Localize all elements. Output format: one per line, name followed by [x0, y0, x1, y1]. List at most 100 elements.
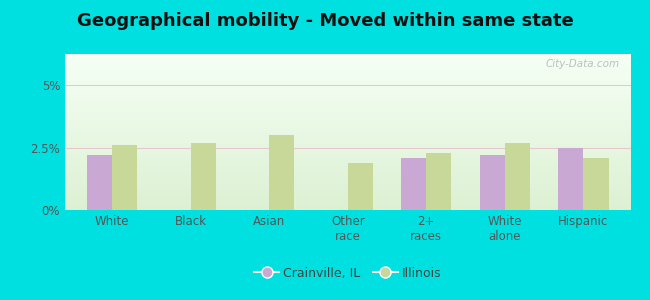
- Bar: [65, 81, 630, 82]
- Bar: [65, 197, 630, 198]
- Bar: [65, 145, 630, 146]
- Bar: [65, 111, 630, 112]
- Bar: [65, 84, 630, 85]
- Bar: [65, 208, 630, 209]
- Bar: [65, 114, 630, 115]
- Bar: [584, 158, 608, 210]
- Bar: [190, 142, 216, 210]
- Bar: [65, 175, 630, 176]
- Text: Geographical mobility - Moved within same state: Geographical mobility - Moved within sam…: [77, 12, 573, 30]
- Bar: [65, 158, 630, 159]
- Bar: [65, 108, 630, 109]
- Bar: [65, 99, 630, 100]
- Bar: [65, 61, 630, 62]
- Bar: [65, 110, 630, 111]
- Bar: [65, 167, 630, 168]
- Bar: [65, 140, 630, 141]
- Bar: [65, 103, 630, 104]
- Bar: [65, 71, 630, 72]
- Bar: [65, 54, 630, 55]
- Bar: [65, 93, 630, 94]
- Bar: [65, 80, 630, 81]
- Bar: [65, 58, 630, 59]
- Bar: [65, 88, 630, 89]
- Bar: [65, 96, 630, 97]
- Bar: [65, 91, 630, 92]
- Bar: [65, 172, 630, 173]
- Bar: [65, 152, 630, 153]
- Bar: [65, 150, 630, 151]
- Bar: [65, 73, 630, 74]
- Bar: [65, 160, 630, 161]
- Bar: [65, 134, 630, 135]
- Bar: [65, 181, 630, 182]
- Bar: [65, 79, 630, 80]
- Bar: [65, 179, 630, 180]
- Bar: [65, 122, 630, 123]
- Bar: [65, 143, 630, 144]
- Bar: [65, 153, 630, 154]
- Bar: [65, 195, 630, 196]
- Bar: [65, 83, 630, 84]
- Bar: [65, 174, 630, 175]
- Bar: [65, 77, 630, 78]
- Bar: [65, 69, 630, 70]
- Bar: [65, 189, 630, 190]
- Bar: [401, 158, 426, 210]
- Bar: [65, 156, 630, 157]
- Bar: [65, 198, 630, 199]
- Bar: [65, 135, 630, 136]
- Bar: [65, 141, 630, 142]
- Bar: [65, 116, 630, 117]
- Bar: [65, 154, 630, 155]
- Bar: [65, 92, 630, 93]
- Bar: [65, 162, 630, 163]
- Bar: [65, 207, 630, 208]
- Bar: [65, 129, 630, 130]
- Bar: [65, 169, 630, 170]
- Bar: [65, 192, 630, 193]
- Bar: [426, 153, 452, 210]
- Bar: [65, 101, 630, 102]
- Bar: [65, 82, 630, 83]
- Bar: [65, 157, 630, 158]
- Bar: [65, 126, 630, 127]
- Bar: [65, 119, 630, 120]
- Bar: [65, 95, 630, 96]
- Bar: [65, 90, 630, 91]
- Bar: [65, 206, 630, 207]
- Bar: [65, 171, 630, 172]
- Bar: [65, 125, 630, 126]
- Bar: [65, 204, 630, 205]
- Bar: [65, 97, 630, 98]
- Bar: [65, 180, 630, 181]
- Bar: [65, 155, 630, 156]
- Text: City-Data.com: City-Data.com: [545, 59, 619, 69]
- Bar: [65, 128, 630, 129]
- Bar: [480, 155, 505, 210]
- Bar: [65, 163, 630, 164]
- Bar: [65, 165, 630, 166]
- Bar: [65, 196, 630, 197]
- Bar: [65, 76, 630, 77]
- Bar: [65, 169, 630, 170]
- Bar: [65, 194, 630, 195]
- Bar: [65, 70, 630, 71]
- Bar: [65, 164, 630, 165]
- Bar: [65, 89, 630, 90]
- Bar: [348, 163, 373, 210]
- Bar: [65, 178, 630, 179]
- Bar: [65, 138, 630, 139]
- Bar: [65, 100, 630, 101]
- Bar: [65, 148, 630, 149]
- Bar: [65, 118, 630, 119]
- Bar: [65, 68, 630, 69]
- Bar: [65, 67, 630, 68]
- Bar: [65, 133, 630, 134]
- Bar: [65, 173, 630, 174]
- Bar: [65, 121, 630, 122]
- Bar: [65, 137, 630, 138]
- Bar: [65, 142, 630, 143]
- Bar: [87, 155, 112, 210]
- Bar: [65, 177, 630, 178]
